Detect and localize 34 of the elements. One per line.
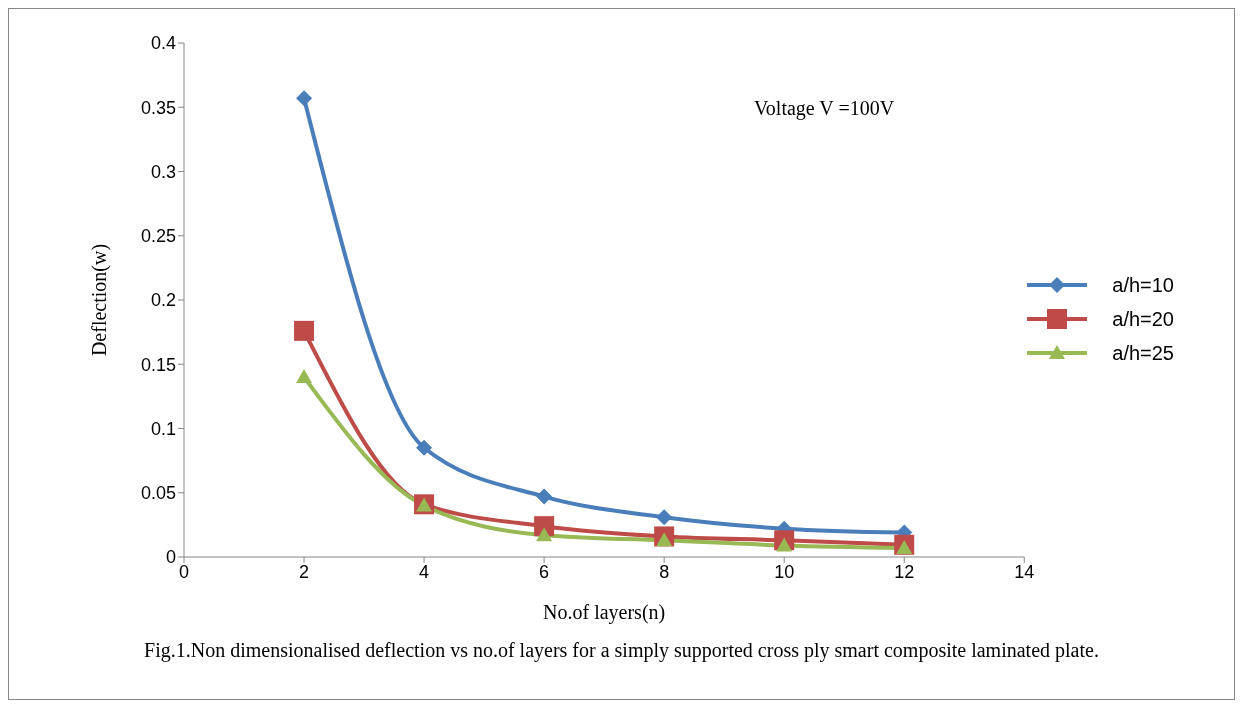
y-tick-label: 0.1 bbox=[150, 418, 176, 439]
point bbox=[536, 527, 553, 542]
x-tick-label: 14 bbox=[1014, 561, 1035, 582]
point bbox=[296, 369, 313, 384]
point bbox=[296, 90, 313, 107]
point bbox=[536, 488, 553, 505]
y-tick-label: 0.35 bbox=[140, 97, 176, 118]
point bbox=[294, 320, 315, 341]
y-tick-label: 0.15 bbox=[140, 354, 176, 375]
y-axis-title: Deflection(w) bbox=[88, 243, 112, 357]
y-tick-label: 0.3 bbox=[150, 161, 176, 182]
point bbox=[656, 509, 673, 526]
y-tick-label: 0 bbox=[165, 547, 176, 568]
point bbox=[656, 532, 673, 547]
x-axis-title: No.of layers(n) bbox=[543, 601, 666, 624]
y-tick-label: 0.05 bbox=[140, 483, 176, 504]
legend-label: a/h=25 bbox=[1112, 341, 1174, 365]
x-tick-label: 6 bbox=[539, 561, 550, 582]
legend-label: a/h=10 bbox=[1112, 273, 1174, 297]
x-tick-label: 12 bbox=[894, 561, 915, 582]
point bbox=[776, 537, 793, 552]
point bbox=[896, 540, 913, 555]
x-tick-label: 10 bbox=[774, 561, 795, 582]
legend-label: a/h=20 bbox=[1112, 307, 1174, 331]
x-tick-label: 0 bbox=[178, 561, 190, 582]
annotation: Voltage V =100V bbox=[754, 97, 895, 120]
x-tick-label: 4 bbox=[419, 561, 430, 582]
point bbox=[416, 439, 433, 456]
x-tick-label: 2 bbox=[299, 561, 310, 582]
y-tick-label: 0.4 bbox=[150, 33, 176, 54]
caption: Fig.1.Non dimensionalised deflection vs no.of layers for a simply supported cross ply smart composite laminated plate. bbox=[143, 638, 1100, 664]
y-tick-label: 0.2 bbox=[150, 290, 176, 311]
x-tick-label: 8 bbox=[659, 561, 670, 582]
y-tick-label: 0.25 bbox=[140, 226, 176, 247]
